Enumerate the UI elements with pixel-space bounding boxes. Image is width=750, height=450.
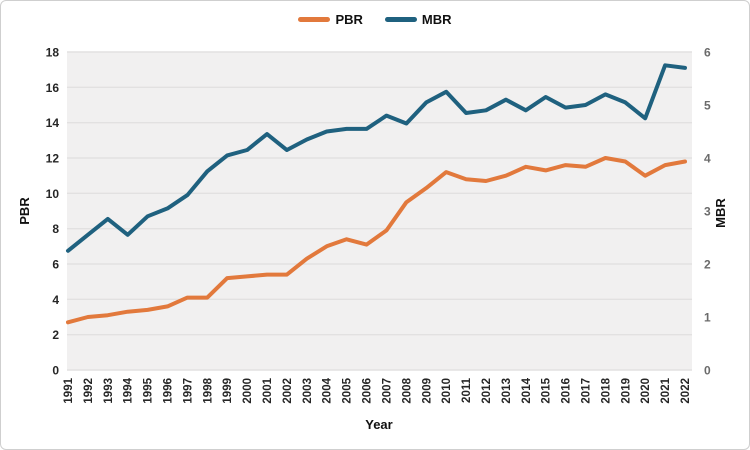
x-axis-tick-label: 1999 [222,378,234,404]
left-axis-tick-label: 0 [52,364,59,378]
right-axis-tick-label: 4 [704,152,711,166]
x-axis-title: Year [365,417,392,432]
right-axis-title: MBR [713,198,728,228]
x-axis-tick-label: 2000 [242,378,254,404]
left-axis-tick-label: 2 [52,328,59,342]
x-axis-tick-label: 1993 [103,378,115,404]
x-axis-tick-label: 1994 [123,377,135,403]
x-axis-tick-label: 1992 [83,378,95,404]
left-axis-tick-label: 6 [52,258,59,272]
x-axis-tick-label: 2017 [580,378,592,404]
left-axis-title: PBR [17,197,32,225]
right-axis-tick-label: 0 [704,364,711,378]
x-axis-tick-label: 2012 [481,378,493,404]
x-axis-tick-label: 2010 [441,378,453,404]
left-axis-tick-label: 4 [52,293,59,307]
x-axis-tick-label: 2001 [262,377,274,403]
series-line-pbr [66,156,687,325]
legend-swatch-icon [298,17,331,22]
left-axis-tick-label: 8 [52,222,59,236]
legend-label: MBR [421,12,452,27]
right-axis-tick-label: 5 [704,99,711,113]
x-axis-tick-label: 1996 [163,378,175,404]
x-axis-tick-label: 1991 [63,377,75,403]
legend-item-mbr[interactable]: MBR [384,12,452,27]
right-axis-tick-label: 2 [704,258,711,272]
chart-legend: PBR MBR [1,12,749,27]
x-axis-tick-label: 2020 [640,378,652,404]
left-axis-tick-label: 16 [46,81,60,95]
left-axis-tick-label: 12 [46,152,60,166]
x-axis-tick-label: 2021 [660,377,672,403]
x-axis-tick-label: 2015 [541,377,553,403]
x-axis-tick-label: 2019 [620,378,632,404]
left-axis-tick-label: 10 [46,187,60,201]
x-axis-tick-label: 1995 [143,377,155,403]
x-axis-tick-label: 2004 [322,377,334,403]
x-axis-tick-label: 2011 [461,377,473,403]
x-axis-tick-label: 2022 [680,378,692,404]
x-axis-tick-label: 2009 [421,378,433,404]
x-axis-tick-label: 2016 [561,378,573,404]
series-lines [66,63,687,325]
x-axis-tick-label: 2007 [381,378,393,404]
x-axis-tick-label: 2003 [302,378,314,404]
x-axis-tick-label: 2005 [342,377,354,403]
x-axis-tick-label: 2002 [282,378,294,404]
x-axis-tick-label: 1998 [202,377,214,403]
x-axis-tick-label: 2014 [521,377,533,403]
left-axis-tick-label: 18 [46,46,60,60]
x-axis-tick-label: 2006 [362,378,374,404]
series-line-mbr [66,63,687,253]
x-axis-tick-label: 2013 [501,378,513,404]
right-axis-tick-label: 3 [704,205,711,219]
x-axis-tick-label: 1997 [182,378,194,404]
legend-label: PBR [335,12,363,27]
x-axis-tick-label: 2008 [401,377,413,403]
right-axis-tick-label: 1 [704,311,711,325]
x-axis-tick-label: 2018 [600,377,612,403]
left-axis-tick-label: 14 [46,116,60,130]
legend-swatch-icon [384,17,417,22]
right-axis-tick-label: 6 [704,46,711,60]
legend-item-pbr[interactable]: PBR [298,12,363,27]
